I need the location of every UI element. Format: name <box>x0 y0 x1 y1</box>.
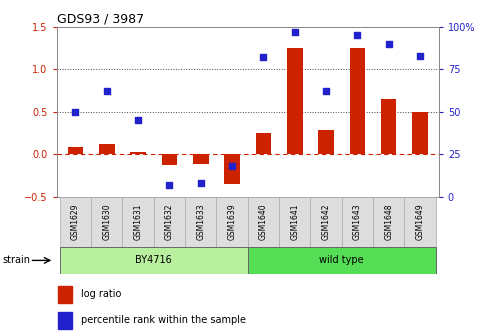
Bar <box>193 154 209 164</box>
Text: GSM1629: GSM1629 <box>71 204 80 240</box>
Bar <box>58 312 72 329</box>
Text: GSM1648: GSM1648 <box>384 204 393 240</box>
Text: BY4716: BY4716 <box>136 255 172 265</box>
Bar <box>99 144 115 154</box>
Bar <box>58 286 72 303</box>
Text: GSM1640: GSM1640 <box>259 204 268 241</box>
Bar <box>162 154 177 165</box>
Bar <box>68 148 83 154</box>
Point <box>197 180 205 186</box>
Point <box>166 182 174 187</box>
Bar <box>381 99 396 154</box>
Bar <box>60 247 248 274</box>
Point <box>385 41 392 46</box>
Text: GSM1641: GSM1641 <box>290 204 299 240</box>
Text: GSM1633: GSM1633 <box>196 204 205 241</box>
Point <box>103 89 111 94</box>
Bar <box>185 197 216 247</box>
Bar <box>154 197 185 247</box>
Point <box>259 55 267 60</box>
Text: GSM1649: GSM1649 <box>416 204 424 241</box>
Text: log ratio: log ratio <box>81 289 121 299</box>
Bar <box>255 133 271 154</box>
Point <box>291 29 299 35</box>
Point <box>353 33 361 38</box>
Bar <box>350 48 365 154</box>
Text: wild type: wild type <box>319 255 364 265</box>
Point <box>134 118 142 123</box>
Bar <box>373 197 404 247</box>
Text: percentile rank within the sample: percentile rank within the sample <box>81 315 246 325</box>
Text: GSM1632: GSM1632 <box>165 204 174 240</box>
Text: strain: strain <box>2 255 31 265</box>
Text: GDS93 / 3987: GDS93 / 3987 <box>57 13 144 26</box>
Point <box>416 53 424 58</box>
Bar <box>130 152 146 154</box>
Bar <box>342 197 373 247</box>
Bar <box>404 197 436 247</box>
Text: GSM1642: GSM1642 <box>321 204 330 240</box>
Bar <box>248 247 436 274</box>
Bar <box>122 197 154 247</box>
Bar <box>311 197 342 247</box>
Point <box>71 109 79 114</box>
Point <box>322 89 330 94</box>
Bar <box>279 197 311 247</box>
Bar <box>224 154 240 184</box>
Bar <box>60 197 91 247</box>
Bar <box>318 130 334 154</box>
Text: GSM1639: GSM1639 <box>228 204 237 241</box>
Bar <box>216 197 248 247</box>
Bar <box>412 112 428 154</box>
Bar <box>91 197 122 247</box>
Text: GSM1630: GSM1630 <box>103 204 111 241</box>
Text: GSM1643: GSM1643 <box>353 204 362 241</box>
Point <box>228 163 236 169</box>
Bar <box>248 197 279 247</box>
Bar <box>287 48 303 154</box>
Text: GSM1631: GSM1631 <box>134 204 142 240</box>
